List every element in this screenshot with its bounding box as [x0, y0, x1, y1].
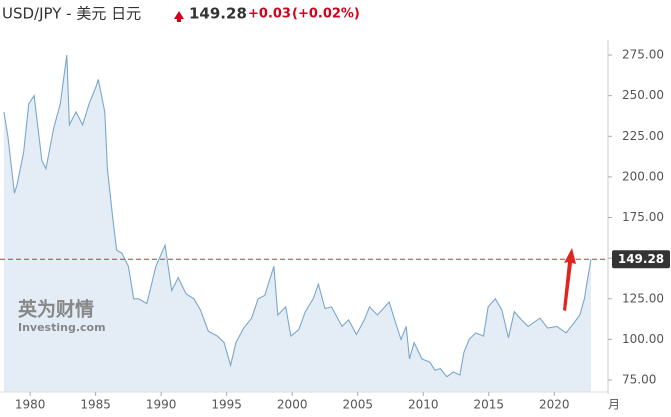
line: [3, 55, 592, 378]
area: [3, 55, 591, 392]
x-unit-label: 月: [608, 398, 620, 412]
x-tick-label: 1995: [211, 398, 242, 412]
y-tick-label: 75.00: [622, 372, 656, 386]
y-tick-label: 275.00: [622, 48, 664, 62]
x-tick-label: 2000: [277, 398, 308, 412]
x-tick-label: 2020: [539, 398, 570, 412]
watermark: 英为财情: [18, 298, 94, 321]
change-pct: (+0.02%): [292, 7, 360, 22]
chart-title: USD/JPY - 美元 日元: [2, 5, 141, 23]
plot: [3, 55, 592, 392]
y-tick-label: 125.00: [622, 291, 664, 305]
change: +0.03: [248, 7, 291, 22]
price: 149.28: [189, 5, 247, 23]
y-tick-label: 200.00: [622, 169, 664, 183]
y-tick-label: 250.00: [622, 88, 664, 102]
y-tick-label: 100.00: [622, 332, 664, 346]
annotation-arrow: [563, 248, 576, 311]
x-tick-label: 2015: [473, 398, 504, 412]
x-tick-label: 1990: [146, 398, 177, 412]
x-tick-label: 2005: [342, 398, 373, 412]
up-arrow: [174, 11, 184, 22]
price-box: [612, 250, 670, 269]
y-tick-label: 175.00: [622, 210, 664, 224]
x-tick-label: 2010: [408, 398, 439, 412]
x-tick-label: 1985: [80, 398, 111, 412]
y-tick-label: 225.00: [622, 129, 664, 143]
price-label: 149.28: [618, 252, 664, 266]
x-tick-label: 1980: [15, 398, 46, 412]
watermark: Investing.com: [18, 321, 106, 334]
